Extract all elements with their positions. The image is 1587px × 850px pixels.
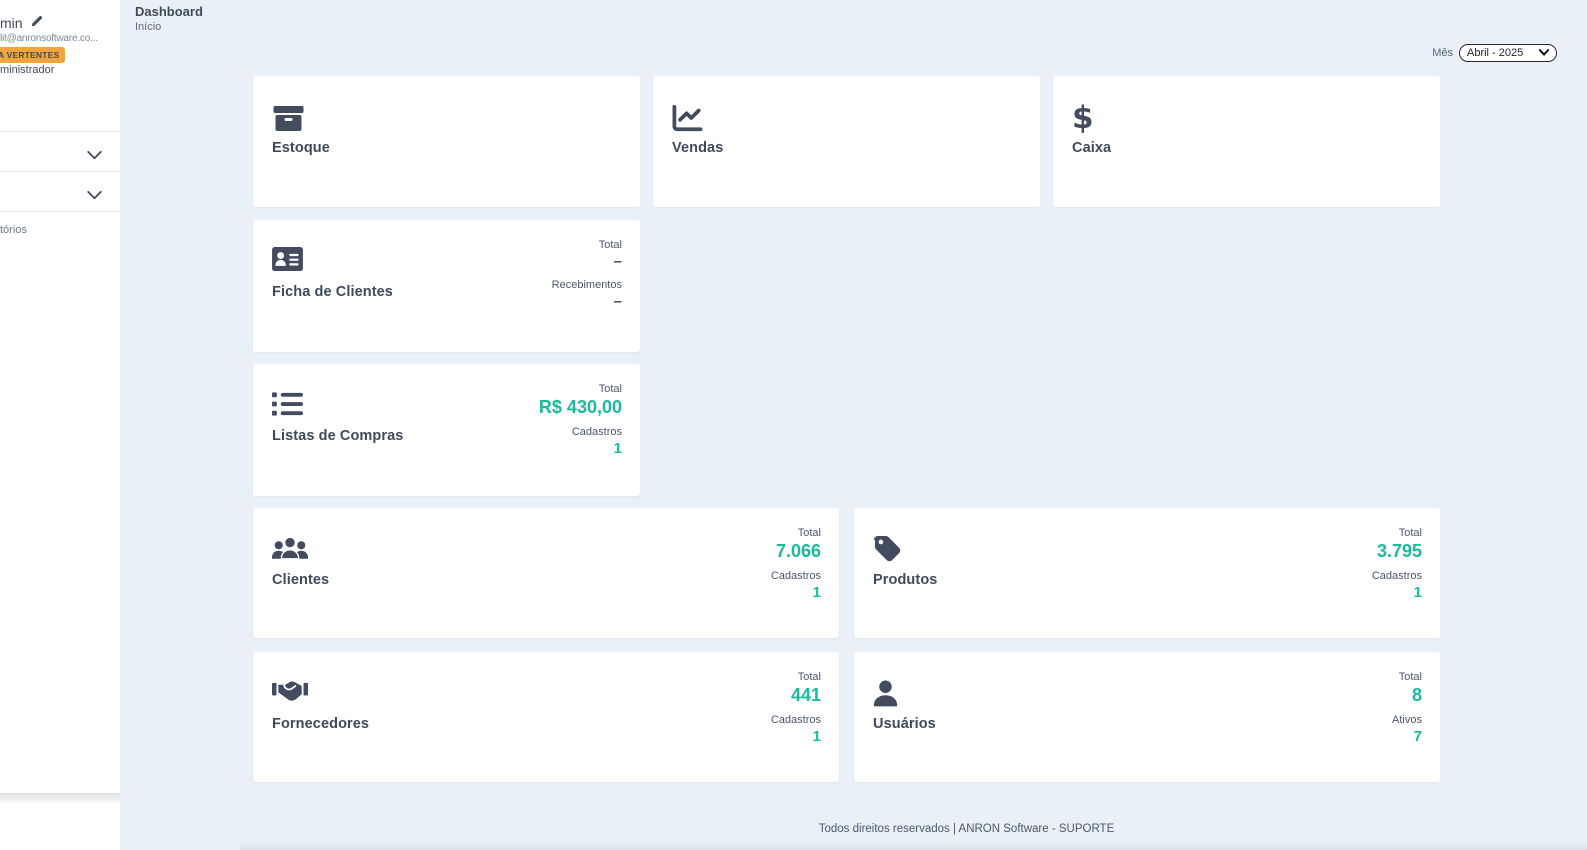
list-icon xyxy=(272,391,303,421)
chart-line-icon xyxy=(672,103,703,133)
cards-row-1: Estoque Vendas $ Caixa xyxy=(253,76,1440,220)
card-title: Usuários xyxy=(873,716,936,732)
month-select-value: Abril - 2025 xyxy=(1467,47,1524,59)
stat-label: Total xyxy=(598,239,622,251)
chevron-down-icon xyxy=(87,187,102,205)
stat-value: 7.066 xyxy=(775,541,821,561)
cards-row-4: Clientes Total 7.066 Cadastros 1 Produto… xyxy=(253,508,1440,652)
stat-label: Cadastros xyxy=(1371,570,1422,582)
stat-label: Recebimentos xyxy=(551,279,622,291)
bottom-shade xyxy=(240,842,1587,850)
card-title: Ficha de Clientes xyxy=(272,284,393,300)
card-vendas[interactable]: Vendas xyxy=(653,76,1040,207)
month-select[interactable]: Abril - 2025 xyxy=(1459,44,1557,62)
sidebar-bottom-shadow xyxy=(0,793,120,805)
dollar-icon: $ xyxy=(1072,100,1094,136)
card-title: Estoque xyxy=(272,140,330,156)
stat-value: 3.795 xyxy=(1376,541,1422,561)
stat-label: Total xyxy=(1398,671,1422,683)
stat-label: Total xyxy=(797,527,821,539)
card-title: Fornecedores xyxy=(272,716,370,732)
user-icon xyxy=(873,679,898,709)
dollar-glyph: $ xyxy=(1072,100,1094,136)
stat-value: 7 xyxy=(1413,728,1422,745)
main-content: Dashboard Início Mês Abril - 2025 Estoq xyxy=(120,0,1587,850)
card-stats: Total R$ 430,00 Cadastros 1 xyxy=(539,383,622,466)
card-title: Vendas xyxy=(672,140,724,156)
sidebar-menu-item-1[interactable] xyxy=(0,132,119,171)
card-stats: Total 8 Ativos 7 xyxy=(1392,671,1422,754)
stat-value: 1 xyxy=(613,440,622,457)
stat-value: – xyxy=(613,293,622,310)
stat-label: Total xyxy=(797,671,821,683)
stat-label: Ativos xyxy=(1392,714,1422,726)
chevron-down-icon xyxy=(1538,47,1550,59)
card-listas-de-compras[interactable]: Listas de Compras Total R$ 430,00 Cadast… xyxy=(253,364,640,496)
archive-icon xyxy=(272,103,305,133)
stat-label: Total xyxy=(1398,527,1422,539)
card-produtos[interactable]: Produtos Total 3.795 Cadastros 1 xyxy=(854,508,1440,638)
card-usuarios[interactable]: Usuários Total 8 Ativos 7 xyxy=(854,652,1440,782)
divider xyxy=(0,171,119,172)
user-email: lit@anronsoftware.co... xyxy=(0,33,98,44)
cards-row-2: Ficha de Clientes Total – Recebimentos – xyxy=(253,220,1440,352)
stat-label: Total xyxy=(598,383,622,395)
stat-value: 441 xyxy=(790,685,821,705)
user-name-text: min xyxy=(0,15,23,31)
sidebar: min lit@anronsoftware.co... A VERTENTES … xyxy=(0,0,120,850)
tag-icon xyxy=(873,535,902,565)
card-estoque[interactable]: Estoque xyxy=(253,76,640,207)
id-card-icon xyxy=(272,247,303,277)
users-icon xyxy=(272,535,308,565)
breadcrumb: Início xyxy=(135,21,162,33)
sidebar-item-relatorios[interactable]: tórios xyxy=(0,224,27,236)
handshake-icon xyxy=(272,679,308,709)
user-name: min xyxy=(0,15,43,31)
card-stats: Total 7.066 Cadastros 1 xyxy=(771,527,821,610)
cards-row-5: Fornecedores Total 441 Cadastros 1 Usuár… xyxy=(253,652,1440,796)
footer-text: Todos direitos reservados | ANRON Softwa… xyxy=(818,823,1115,835)
sidebar-menu-item-2[interactable] xyxy=(0,172,119,211)
card-ficha-de-clientes[interactable]: Ficha de Clientes Total – Recebimentos – xyxy=(253,220,640,352)
user-role: ministrador xyxy=(0,64,55,76)
stat-value: 1 xyxy=(812,584,821,601)
divider xyxy=(0,131,119,132)
card-title: Listas de Compras xyxy=(272,428,404,444)
card-title: Caixa xyxy=(1072,140,1112,156)
card-clientes[interactable]: Clientes Total 7.066 Cadastros 1 xyxy=(253,508,839,638)
card-fornecedores[interactable]: Fornecedores Total 441 Cadastros 1 xyxy=(253,652,839,782)
card-stats: Total 3.795 Cadastros 1 xyxy=(1372,527,1422,610)
card-title: Produtos xyxy=(873,572,938,588)
stat-value: 8 xyxy=(1411,685,1422,705)
stat-value: 1 xyxy=(812,728,821,745)
cards-grid: Estoque Vendas $ Caixa xyxy=(253,76,1440,796)
page-title: Dashboard xyxy=(135,4,203,19)
cards-row-3: Listas de Compras Total R$ 430,00 Cadast… xyxy=(253,364,1440,496)
stat-label: Cadastros xyxy=(770,714,821,726)
card-stats: Total 441 Cadastros 1 xyxy=(771,671,821,754)
chevron-down-icon xyxy=(87,147,102,165)
company-badge: A VERTENTES xyxy=(0,47,66,63)
edit-pencil-icon[interactable] xyxy=(30,15,43,31)
stat-value: R$ 430,00 xyxy=(538,397,622,417)
stat-value: – xyxy=(613,253,622,270)
month-filter-label: Mês xyxy=(1432,47,1453,59)
card-caixa[interactable]: $ Caixa xyxy=(1053,76,1440,207)
stat-label: Cadastros xyxy=(571,426,622,438)
month-filter: Mês Abril - 2025 xyxy=(1432,44,1557,62)
stat-label: Cadastros xyxy=(770,570,821,582)
stat-value: 1 xyxy=(1413,584,1422,601)
card-stats: Total – Recebimentos – xyxy=(552,239,622,319)
card-title: Clientes xyxy=(272,572,330,588)
divider xyxy=(0,211,119,212)
